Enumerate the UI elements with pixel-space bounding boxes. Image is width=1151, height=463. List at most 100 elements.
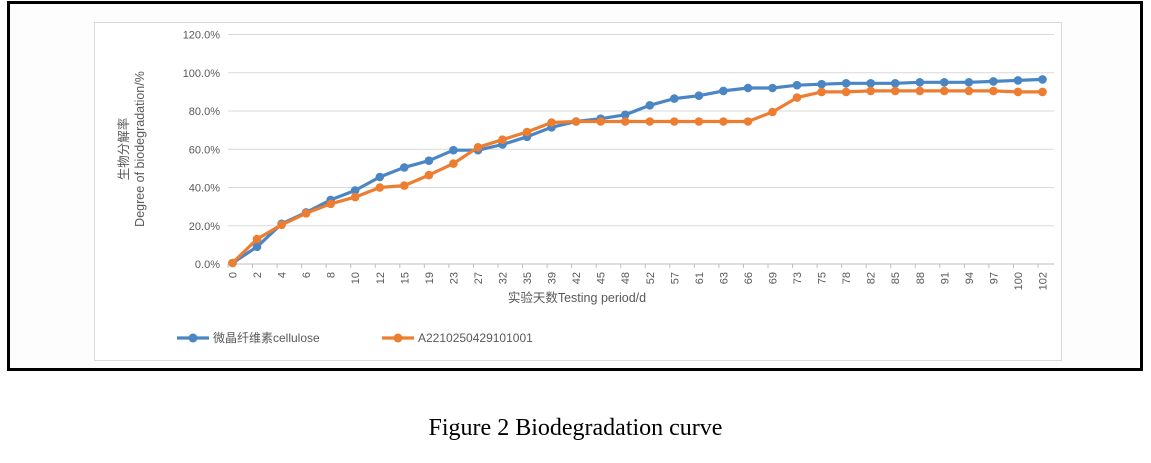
y-tick-label: 120.0%	[183, 30, 221, 42]
x-tick-label: 97	[988, 272, 1000, 284]
data-point	[866, 86, 875, 96]
data-point	[670, 117, 679, 126]
x-axis-title: 实验天数Testing period/d	[508, 290, 646, 305]
data-point	[326, 199, 335, 209]
x-tick-label: 73	[792, 272, 804, 284]
x-tick-label: 69	[768, 272, 780, 284]
data-point	[940, 78, 949, 87]
data-point	[768, 83, 777, 93]
data-point	[940, 86, 949, 96]
data-point	[719, 86, 728, 96]
x-tick-label: 4	[277, 272, 289, 278]
x-tick-label: 10	[350, 272, 362, 284]
legend-marker-point	[188, 333, 198, 343]
data-point	[400, 163, 409, 172]
data-point	[866, 79, 875, 88]
legend: 微晶纤维素cellulose A2210250429101001	[177, 331, 533, 345]
data-point	[915, 78, 925, 87]
x-tick-label: 61	[694, 272, 706, 284]
figure-caption: Figure 2 Biodegradation curve	[428, 415, 723, 441]
series-line	[230, 77, 1045, 265]
x-tick-label: 2	[252, 272, 264, 278]
x-tick-label: 91	[939, 272, 951, 284]
data-point	[792, 93, 802, 102]
legend-item-1: A2210250429101001	[382, 331, 533, 345]
x-tick-label: 27	[473, 272, 485, 284]
data-point	[890, 86, 900, 96]
data-point	[890, 79, 900, 88]
y-tick-label: 0.0%	[195, 259, 220, 271]
data-point	[719, 117, 728, 126]
x-tick-label: 8	[326, 272, 338, 278]
data-point	[1038, 87, 1047, 97]
data-point	[1038, 75, 1047, 84]
x-tick-label: 66	[743, 272, 755, 284]
data-point	[743, 117, 753, 126]
data-point	[645, 101, 655, 110]
x-tick-label: 15	[399, 272, 411, 284]
data-point	[424, 156, 434, 165]
x-tick-label: 39	[547, 272, 559, 284]
data-point	[252, 242, 262, 252]
x-tick-label: 63	[718, 272, 730, 284]
data-point	[547, 118, 556, 127]
data-point	[400, 181, 409, 190]
data-point	[620, 110, 630, 120]
data-point	[571, 117, 581, 126]
chart-object: 0.0% 20.0% 40.0% 60.0% 80.0% 100.0% 120.0% 0 2 4 6…	[94, 22, 1062, 361]
series-line	[230, 89, 1045, 265]
legend-marker-point	[393, 333, 403, 343]
data-point	[498, 135, 507, 144]
data-point	[817, 87, 826, 97]
data-point	[1013, 87, 1023, 97]
data-point	[277, 220, 286, 230]
series-0	[228, 75, 1047, 268]
x-tick-label: 94	[964, 272, 976, 284]
x-tick-label: 0	[228, 272, 240, 278]
y-axis-labels: 0.0% 20.0% 40.0% 60.0% 80.0% 100.0% 120.0%	[183, 30, 221, 272]
x-axis-labels: 0 2 4 6 8 10 12 15 19 23 27 32 35 39 42 45 48 52 57 61 63 66 6…	[228, 272, 1050, 290]
data-point	[645, 117, 655, 126]
data-point	[743, 83, 753, 93]
x-tick-label: 82	[866, 272, 878, 284]
data-point	[596, 117, 605, 126]
data-point	[522, 127, 532, 137]
data-point	[768, 107, 777, 117]
x-tick-label: 85	[890, 272, 902, 284]
data-point	[301, 209, 311, 218]
data-point	[989, 86, 998, 96]
series-1	[228, 86, 1047, 268]
data-point	[915, 86, 925, 96]
data-point	[694, 91, 704, 100]
x-tick-label: 100	[1013, 272, 1025, 290]
data-point	[817, 79, 826, 89]
x-tick-label: 42	[571, 272, 583, 284]
data-point	[252, 234, 262, 244]
x-tick-label: 45	[596, 272, 608, 284]
data-point	[375, 183, 385, 192]
x-tick-label: 48	[620, 272, 632, 284]
data-point	[964, 78, 974, 87]
data-point	[670, 94, 679, 103]
data-point	[964, 86, 974, 96]
data-point	[350, 192, 360, 202]
data-point	[841, 79, 851, 88]
data-point	[449, 145, 458, 155]
y-tick-label: 20.0%	[189, 221, 220, 233]
y-axis-title-line1: 生物分解率	[116, 118, 131, 181]
x-tick-label: 75	[817, 272, 829, 284]
x-tick-label: 102	[1038, 272, 1050, 290]
data-point	[620, 117, 630, 126]
y-tick-label: 80.0%	[189, 106, 220, 118]
x-tick-label: 12	[375, 272, 387, 284]
data-point	[350, 186, 360, 195]
y-axis-title: 生物分解率 Degree of biodegradation/%	[116, 71, 147, 227]
x-axis-ticks	[227, 264, 1039, 268]
x-tick-label: 57	[669, 272, 681, 284]
x-tick-label: 35	[522, 272, 534, 284]
legend-label: 微晶纤维素cellulose	[213, 331, 320, 345]
x-tick-label: 6	[301, 272, 313, 278]
biodegradation-line-chart: 0.0% 20.0% 40.0% 60.0% 80.0% 100.0% 120.0% 0 2 4 6…	[116, 30, 1054, 345]
data-point	[792, 80, 802, 90]
y-axis-title-line2: Degree of biodegradation/%	[133, 71, 147, 227]
